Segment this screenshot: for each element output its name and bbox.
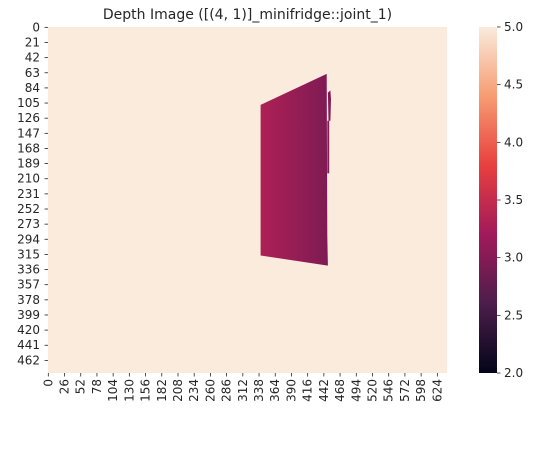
y-tick-label: 420	[17, 323, 40, 337]
y-tick-label: 210	[17, 172, 40, 186]
y-tick-label: 84	[25, 81, 40, 95]
x-tick-label: 494	[349, 379, 363, 402]
x-tick-label: 78	[90, 379, 104, 394]
heatmap-region-fridge-door	[260, 73, 328, 266]
x-tick-label: 208	[171, 379, 185, 402]
x-tick-label: 26	[58, 379, 72, 394]
y-tick-label: 231	[17, 187, 40, 201]
colorbar-gradient	[479, 27, 497, 373]
y-tick-label: 105	[17, 96, 40, 110]
x-tick-label: 624	[430, 379, 444, 402]
heatmap-region-fridge-edge-sliver	[327, 120, 330, 174]
colorbar-tick-label: 2.0	[504, 366, 523, 380]
heatmap-region-fridge-edge-strip	[327, 90, 331, 121]
x-tick-label: 520	[365, 379, 379, 402]
x-tick-label: 442	[317, 379, 331, 402]
y-tick-label: 63	[25, 66, 40, 80]
colorbar-tick-label: 3.5	[504, 193, 523, 207]
x-tick-label: 572	[398, 379, 412, 402]
y-tick-label: 21	[25, 35, 40, 49]
y-tick-label: 189	[17, 157, 40, 171]
y-tick-label: 336	[17, 263, 40, 277]
x-tick-label: 598	[414, 379, 428, 402]
heatmap-background	[48, 27, 447, 373]
x-tick-label: 260	[203, 379, 217, 402]
x-axis-ticks: 0 26 52 78 104 130 156 182 208 234 260 286 312 338 364…	[41, 373, 444, 402]
colorbar-tick-label: 5.0	[504, 20, 523, 34]
y-tick-label: 357	[17, 278, 40, 292]
y-tick-label: 0	[32, 20, 40, 34]
x-tick-label: 52	[74, 379, 88, 394]
x-tick-label: 364	[268, 379, 282, 402]
chart-title: Depth Image ([(4, 1)]_minifridge::joint_…	[103, 7, 392, 23]
colorbar-tick-label: 4.5	[504, 78, 523, 92]
colorbar-tick-label: 3.0	[504, 251, 523, 265]
colorbar-tick-label: 2.5	[504, 308, 523, 322]
colorbar-tick-label: 4.0	[504, 135, 523, 149]
x-tick-label: 234	[187, 379, 201, 402]
y-tick-label: 126	[17, 111, 40, 125]
y-axis-ticks: 0214263841051261471681892102312522732943…	[17, 20, 48, 367]
y-tick-label: 168	[17, 141, 40, 155]
y-tick-label: 399	[17, 308, 40, 322]
x-tick-label: 546	[382, 379, 396, 402]
x-tick-label: 468	[333, 379, 347, 402]
x-tick-label: 182	[155, 379, 169, 402]
y-tick-label: 315	[17, 247, 40, 261]
y-tick-label: 462	[17, 353, 40, 367]
x-tick-label: 104	[106, 379, 120, 402]
y-tick-label: 147	[17, 126, 40, 140]
x-tick-label: 390	[284, 379, 298, 402]
y-tick-label: 441	[17, 338, 40, 352]
y-tick-label: 378	[17, 293, 40, 307]
x-tick-label: 312	[236, 379, 250, 402]
x-tick-label: 156	[139, 379, 153, 402]
y-tick-label: 294	[17, 232, 40, 246]
colorbar: 2.0 2.5 3.0 3.5 4.0 4.5 5.0	[479, 20, 523, 380]
x-tick-label: 286	[220, 379, 234, 402]
x-tick-label: 338	[252, 379, 266, 402]
plot-area	[48, 27, 447, 373]
x-tick-label: 416	[301, 379, 315, 402]
y-tick-label: 273	[17, 217, 40, 231]
x-tick-label: 0	[41, 379, 55, 387]
x-tick-label: 130	[122, 379, 136, 402]
y-tick-label: 42	[25, 51, 40, 65]
y-tick-label: 252	[17, 202, 40, 216]
